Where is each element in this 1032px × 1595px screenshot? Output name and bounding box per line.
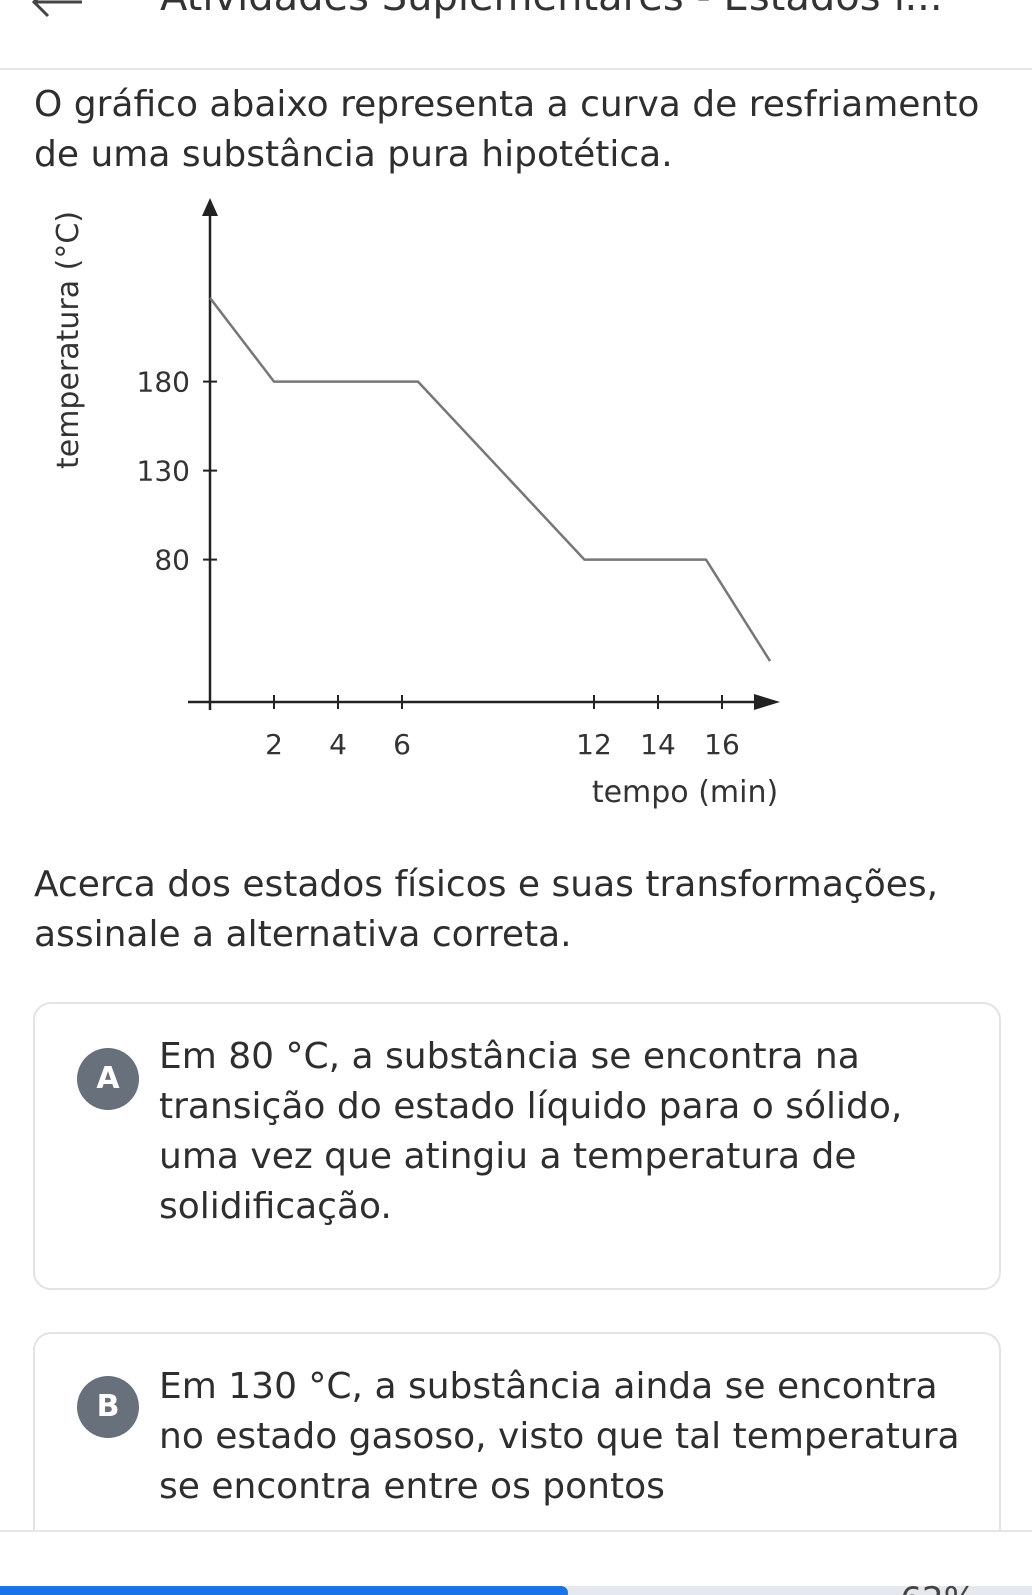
x-tick-label: 14: [640, 728, 676, 761]
question-intro: O gráfico abaixo representa a curva de r…: [34, 84, 980, 175]
y-axis-arrow-icon: [202, 198, 218, 216]
question-prompt: Acerca dos estados físicos e suas transf…: [34, 864, 939, 955]
y-tick-label: 80: [154, 544, 190, 577]
page-title: Atividades Suplementares - Estados f...: [160, 0, 943, 20]
x-tick-label: 4: [329, 728, 347, 761]
x-tick-label: 16: [704, 728, 740, 761]
x-tick-label: 12: [576, 728, 612, 761]
x-axis-label: tempo (min): [592, 775, 778, 810]
progress-footer: 62%: [0, 1530, 1032, 1595]
x-tick-label: 2: [265, 728, 283, 761]
progress-bar-fill: [0, 1586, 568, 1595]
y-axis-label: temperatura (°C): [51, 211, 86, 469]
progress-bar: [0, 1586, 1032, 1595]
option-a-card[interactable]: A Em 80 °C, a substância se encontra na …: [33, 1002, 1001, 1290]
y-tick-label: 130: [137, 455, 190, 488]
back-arrow-icon[interactable]: [28, 0, 88, 22]
y-tick-label: 180: [137, 366, 190, 399]
option-a-letter-badge: A: [77, 1048, 139, 1110]
top-bar: Atividades Suplementares - Estados f...: [0, 0, 1032, 70]
option-b-text: Em 130 °C, a substância ainda se encontr…: [159, 1366, 960, 1507]
option-b-letter-badge: B: [77, 1376, 139, 1438]
cooling-curve-chart: 2 4 6 12 14 16 80 130 180 tempo (min) temperatura …: [51, 198, 780, 810]
x-tick-label: 6: [393, 728, 411, 761]
cooling-curve-line: [209, 297, 772, 662]
option-a-text: Em 80 °C, a substância se encontra na tr…: [159, 1036, 903, 1227]
x-axis-arrow-icon: [754, 694, 780, 710]
progress-percentage: 62%: [900, 1580, 976, 1595]
